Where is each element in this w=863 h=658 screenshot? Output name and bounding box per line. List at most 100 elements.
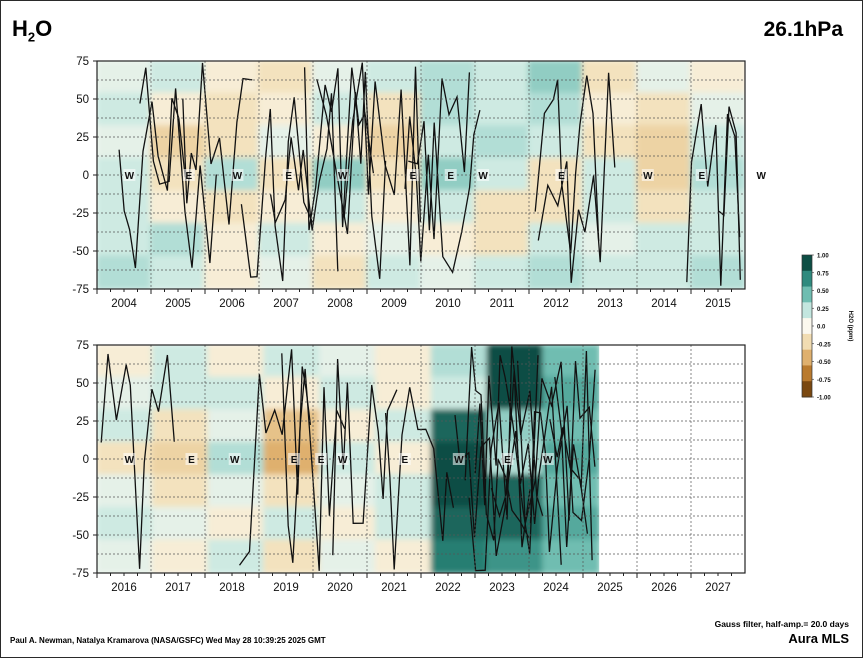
colorbar-tick-label: -0.50 [817,360,831,366]
anomaly-cell [486,539,545,573]
anomaly-cell [375,539,433,573]
anomaly-cell [151,409,210,444]
anomaly-cell [150,255,206,289]
y-tick-label: 0 [83,170,89,182]
anomaly-cell [207,345,266,379]
y-tick-label: -25 [72,492,89,504]
qbo-phase-label: W [125,171,135,182]
x-tick-label: 2005 [165,298,191,310]
x-tick-label: 2012 [543,298,569,310]
anomaly-cell [542,539,601,573]
y-tick-label: 50 [76,94,89,106]
anomaly-cell [312,190,368,225]
anomaly-cell [690,222,745,258]
anomaly-cell [312,255,368,289]
qbo-phase-label: W [338,455,348,466]
anomaly-cell [204,222,260,258]
anomaly-cell [151,345,210,379]
x-tick-label: 2007 [273,298,299,310]
anomaly-cell [97,506,154,542]
colorbar-swatch [802,381,812,398]
anomaly-cell [636,125,692,160]
filter-note: Gauss filter, half-amp.= 20.0 days [714,619,849,629]
anomaly-cell [636,222,692,258]
anomaly-cell [486,506,545,542]
anomaly-cell [151,506,210,542]
colorbar-label: H2O (ppm) [847,311,853,342]
anomaly-cell [690,255,745,289]
pressure-level-title: 26.1hPa [763,18,843,41]
anomaly-cell [690,61,745,95]
anomaly-cell [97,222,152,258]
x-tick-label: 2013 [597,298,623,310]
anomaly-cell [366,190,422,225]
x-tick-label: 2022 [435,582,461,594]
x-tick-label: 2016 [111,582,137,594]
qbo-phase-label: W [643,171,653,182]
anomaly-cell [151,539,210,573]
anomaly-cell [474,222,530,258]
anomaly-cell [97,255,152,289]
anomaly-cell [486,345,545,379]
credit-text: Paul A. Newman, Natalya Kramarova (NASA/… [10,636,326,645]
colorbar-swatch [802,270,812,288]
qbo-phase-label: W [338,171,348,182]
anomaly-cell [420,61,476,95]
x-tick-label: 2004 [111,298,137,310]
colorbar-swatch [802,286,812,303]
anomaly-cell [319,506,377,542]
instrument-label: Aura MLS [788,631,849,646]
anomaly-cell [97,409,154,444]
anomaly-cell [582,190,638,225]
anomaly-cell [150,222,206,258]
colorbar-swatch [802,333,812,351]
anomaly-cell [528,92,584,128]
y-tick-label: -50 [72,246,89,258]
anomaly-cell [474,61,530,95]
qbo-phase-label: E [188,455,195,466]
y-tick-label: 75 [76,56,89,68]
x-tick-label: 2009 [381,298,407,310]
anomaly-cell [207,539,266,573]
x-tick-label: 2024 [543,582,569,594]
x-tick-label: 2006 [219,298,245,310]
colorbar-tick-label: -0.25 [817,342,831,348]
anomaly-cell [258,222,314,258]
anomaly-cell [636,255,692,289]
top-panel: 75 50 25 0 -25 -50 -75 2004 2005 2006 2007 2008 2009… [72,56,768,310]
anomaly-cell [474,255,530,289]
zero-contours [118,62,741,286]
anomaly-cell [636,92,692,128]
anomaly-cell [97,125,152,160]
qbo-phase-label: W [125,455,135,466]
anomaly-cell [375,506,433,542]
anomaly-cell [204,61,260,95]
anomaly-cell [263,474,322,509]
grid [96,60,745,290]
x-tick-label: 2014 [651,298,677,310]
anomaly-cell [97,92,152,128]
qbo-phase-label: E [291,455,298,466]
anomaly-cell [366,255,422,289]
x-tick-label: 2017 [165,582,191,594]
anomaly-cell [312,61,368,95]
anomaly-cell [375,376,433,412]
anomaly-cell [582,255,638,289]
anomaly-cell [636,61,692,95]
anomaly-cell [150,61,206,95]
x-tick-label: 2010 [435,298,461,310]
colorbar-swatch [802,255,812,272]
anomaly-cell [312,222,368,258]
anomaly-cell [151,474,210,509]
qbo-phase-label: E [185,171,192,182]
qbo-phase-label: E [447,171,454,182]
anomaly-cell [151,441,210,477]
anomaly-cell [263,376,322,412]
y-tick-label: 75 [76,340,89,352]
qbo-phase-label: W [454,455,464,466]
x-tick-label: 2026 [651,582,677,594]
qbo-phase-label: W [543,455,553,466]
qbo-phase-label: W [478,171,488,182]
anomaly-cell [690,125,745,160]
x-tick-label: 2018 [219,582,245,594]
